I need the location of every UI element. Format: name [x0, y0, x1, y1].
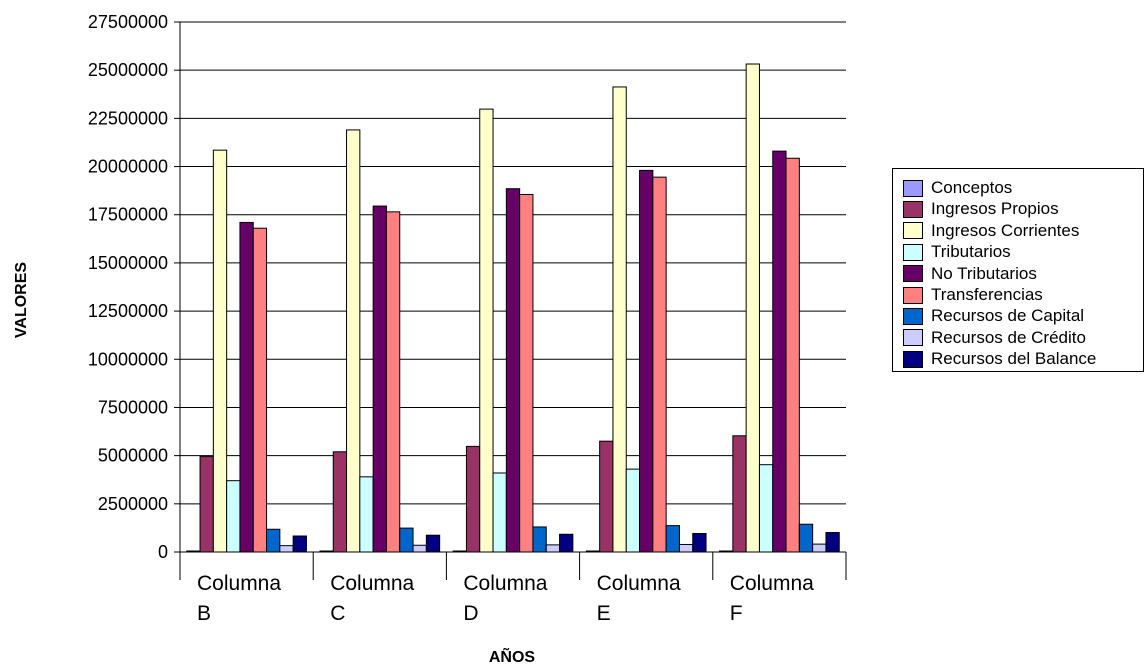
- bar: [332, 451, 348, 553]
- y-tick-label: 25000000: [88, 60, 168, 80]
- bar: [559, 533, 574, 553]
- x-tick-label: F: [730, 602, 743, 625]
- legend-label: Ingresos Corrientes: [931, 220, 1080, 240]
- x-tick-label: Columna: [330, 572, 414, 595]
- bar: [678, 543, 694, 553]
- legend-label: Recursos de Crédito: [931, 327, 1086, 347]
- legend-swatch: [903, 350, 923, 368]
- legend-swatch: [903, 200, 923, 218]
- legend-swatch: [903, 243, 923, 261]
- x-tick-label: Columna: [197, 572, 281, 595]
- bar: [785, 157, 800, 553]
- legend-swatch: [903, 307, 923, 325]
- x-tick-label: C: [330, 602, 345, 625]
- bar: [399, 527, 414, 553]
- bar: [532, 526, 547, 553]
- y-tick-label: 2500000: [98, 494, 168, 514]
- bar: [519, 193, 534, 553]
- x-tick-label: Columna: [597, 572, 681, 595]
- bar: [266, 528, 281, 553]
- bar: [412, 544, 427, 553]
- bars: [186, 63, 840, 553]
- bar: [545, 544, 561, 553]
- bar: [692, 532, 707, 553]
- x-axis-title: AÑOS: [489, 646, 536, 666]
- bar: [465, 445, 481, 553]
- y-tick-label: 5000000: [98, 446, 168, 466]
- legend-item: Tributarios: [903, 242, 1011, 262]
- y-tick-label: 27500000: [88, 12, 168, 32]
- bar: [279, 545, 294, 553]
- legend-label: No Tributarios: [931, 263, 1037, 283]
- legend-swatch: [903, 222, 923, 240]
- bar: [425, 534, 441, 553]
- y-tick-label: 22500000: [88, 108, 168, 128]
- bar: [625, 468, 641, 553]
- bar: [732, 435, 747, 553]
- bar: [639, 169, 654, 553]
- bar: [812, 543, 827, 553]
- legend-item: Ingresos Propios: [903, 199, 1059, 219]
- legend-item: Recursos de Capital: [903, 306, 1084, 326]
- y-tick-label: 12500000: [88, 301, 168, 321]
- legend-label: Recursos de Capital: [931, 306, 1085, 326]
- legend-swatch: [903, 286, 923, 304]
- bar: [665, 525, 680, 553]
- bar: [612, 86, 627, 553]
- x-tick-label: Columna: [730, 572, 814, 595]
- y-tick-label: 7500000: [98, 397, 168, 417]
- legend-item: Conceptos: [903, 178, 1012, 198]
- bar: [252, 227, 268, 553]
- legend-label: Tributarios: [931, 242, 1011, 262]
- y-tick-label: 10000000: [88, 349, 168, 369]
- bar: [492, 472, 507, 553]
- legend-item: Recursos de Crédito: [903, 328, 1086, 348]
- bar: [758, 464, 774, 553]
- legend-swatch: [903, 179, 923, 197]
- bar: [825, 532, 840, 553]
- bar: [199, 456, 214, 553]
- bar: [385, 211, 401, 553]
- y-axis-title: VALORES: [13, 262, 30, 338]
- legend-swatch: [903, 265, 923, 283]
- y-tick-label: 17500000: [88, 205, 168, 225]
- legend: Conceptos Ingresos Propios Ingresos Corrie…: [892, 168, 1144, 372]
- bar: [239, 221, 254, 553]
- bar: [772, 150, 787, 553]
- bar: [212, 149, 228, 553]
- legend-item: Ingresos Corrientes: [903, 221, 1079, 241]
- legend-label: Ingresos Propios: [931, 199, 1059, 219]
- bar: [798, 523, 814, 553]
- x-tick-label: B: [197, 602, 211, 625]
- bar: [479, 108, 494, 553]
- bar: [745, 63, 760, 553]
- legend-label: Transferencias: [931, 285, 1043, 304]
- bar: [372, 205, 387, 553]
- axes: [179, 22, 847, 580]
- bar: [505, 188, 521, 553]
- bar: [346, 129, 361, 553]
- y-tick-label: 0: [158, 542, 168, 562]
- y-tick-label: 15000000: [88, 253, 168, 273]
- legend-swatch: [903, 329, 923, 347]
- x-tick-label: D: [463, 602, 478, 625]
- x-tick-label: E: [597, 602, 611, 625]
- x-axis-tick-labels: Columna B Columna C Columna D Columna E Columna F: [197, 572, 814, 625]
- legend-label: Conceptos: [931, 178, 1013, 197]
- y-axis-tick-labels: 0 2500000 5000000 7500000 10000000 12500000 15…: [88, 12, 168, 562]
- x-tick-label: Columna: [463, 572, 547, 595]
- legend-item: Recursos del Balance: [903, 349, 1096, 369]
- legend-label: Recursos del Balance: [931, 349, 1097, 369]
- legend-item: Transferencias: [903, 285, 1043, 305]
- bar: [652, 176, 667, 553]
- bar: [226, 480, 241, 553]
- bar: [599, 440, 614, 553]
- bar: [359, 476, 374, 553]
- y-tick-label: 20000000: [88, 157, 168, 177]
- legend-item: No Tributarios: [903, 264, 1037, 284]
- bar: [292, 535, 307, 553]
